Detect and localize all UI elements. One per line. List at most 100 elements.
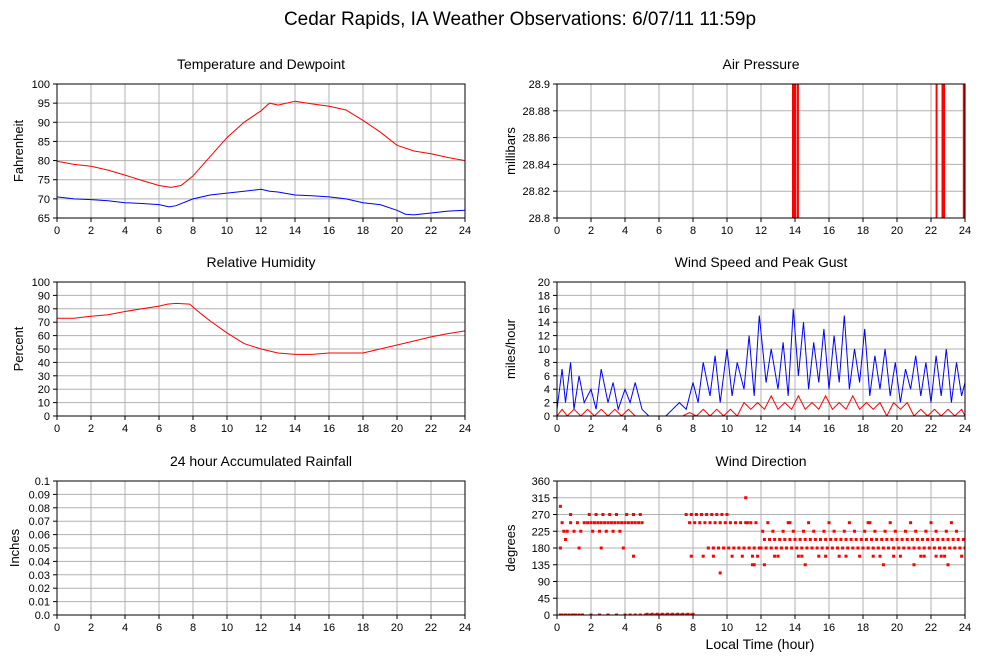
data-point: [764, 546, 768, 550]
data-point: [844, 554, 848, 558]
data-point: [871, 554, 875, 558]
data-point: [626, 521, 630, 525]
x-tick-label: 24: [959, 225, 971, 237]
y-tick-label: 0.0: [35, 610, 50, 622]
data-point: [839, 537, 843, 541]
data-point: [876, 546, 880, 550]
data-point: [836, 546, 839, 550]
data-point: [572, 529, 576, 533]
x-tick-label: 2: [588, 225, 594, 237]
data-point: [847, 521, 851, 525]
data-point: [904, 529, 907, 533]
plot-frame: [56, 480, 466, 616]
x-tick-label: 6: [656, 225, 662, 237]
data-point: [859, 537, 863, 541]
y-axis-label: Percent: [11, 326, 26, 371]
data-point: [825, 546, 829, 550]
y-tick-label: 28.9: [529, 79, 550, 91]
x-tick-label: 24: [459, 225, 471, 237]
x-tick-label: 8: [690, 423, 696, 435]
data-point: [803, 563, 807, 567]
data-point: [575, 521, 579, 525]
data-point: [582, 521, 586, 525]
data-point: [754, 521, 758, 525]
data-point: [815, 546, 819, 550]
data-point: [710, 513, 714, 516]
data-point: [654, 613, 658, 615]
data-point: [701, 554, 705, 558]
x-tick-label: 4: [122, 622, 128, 634]
data-point: [711, 546, 715, 550]
data-point: [868, 521, 872, 525]
x-tick-label: 10: [721, 622, 733, 634]
data-point: [630, 521, 634, 525]
data-point: [943, 554, 947, 558]
data-point: [841, 546, 845, 550]
data-point: [706, 546, 710, 550]
data-point: [717, 546, 720, 550]
y-tick-label: 16: [538, 304, 550, 316]
data-point: [788, 521, 792, 525]
data-point: [849, 537, 853, 541]
data-point: [722, 546, 726, 550]
data-point: [888, 521, 892, 525]
data-point: [606, 521, 610, 525]
data-point: [616, 521, 620, 525]
y-tick-label: 80: [38, 156, 50, 168]
data-point: [711, 554, 715, 558]
y-tick-label: 10: [38, 398, 50, 410]
data-point: [955, 529, 958, 533]
x-tick-label: 12: [755, 423, 767, 435]
data-point: [613, 521, 617, 525]
data-point: [621, 546, 625, 550]
data-point: [751, 563, 754, 567]
data-point: [598, 529, 601, 533]
data-point: [931, 537, 935, 541]
data-point: [601, 513, 605, 516]
y-tick-label: 20: [38, 384, 50, 396]
data-point: [705, 513, 709, 516]
data-point: [586, 521, 590, 525]
y-tick-label: 28.82: [522, 186, 550, 198]
data-point: [781, 529, 785, 533]
data-point: [934, 554, 938, 558]
y-tick-label: 12: [538, 331, 550, 343]
data-point: [643, 613, 647, 615]
series-line-1: [57, 188, 465, 216]
data-point: [592, 521, 596, 525]
data-point: [666, 612, 669, 615]
y-tick-label: 225: [532, 526, 550, 538]
data-point: [921, 537, 924, 541]
data-point: [887, 546, 890, 550]
data-point: [620, 521, 624, 525]
data-point: [645, 612, 649, 615]
data-point: [878, 554, 882, 558]
data-point: [812, 529, 816, 533]
data-point: [951, 537, 955, 541]
data-point: [946, 563, 950, 567]
x-tick-label: 22: [925, 225, 937, 237]
x-tick-label: 14: [289, 622, 301, 634]
data-point: [574, 613, 578, 615]
data-point: [638, 513, 642, 516]
data-point: [730, 554, 734, 558]
data-point: [902, 546, 906, 550]
data-point: [858, 554, 862, 558]
series-line-0: [57, 100, 465, 188]
series-line-1: [557, 394, 965, 416]
x-tick-label: 0: [54, 225, 60, 237]
data-point: [599, 546, 603, 550]
x-tick-label: 16: [323, 225, 335, 237]
x-tick-label: 24: [959, 423, 971, 435]
y-tick-label: 14: [538, 317, 550, 329]
x-tick-label: 20: [891, 622, 903, 634]
data-point: [773, 537, 777, 541]
data-point: [565, 529, 569, 533]
panel-title: Relative Humidity: [207, 254, 316, 270]
data-point: [591, 529, 595, 533]
panel-title: Wind Direction: [715, 453, 806, 469]
data-point: [946, 537, 950, 541]
data-point: [944, 529, 948, 533]
